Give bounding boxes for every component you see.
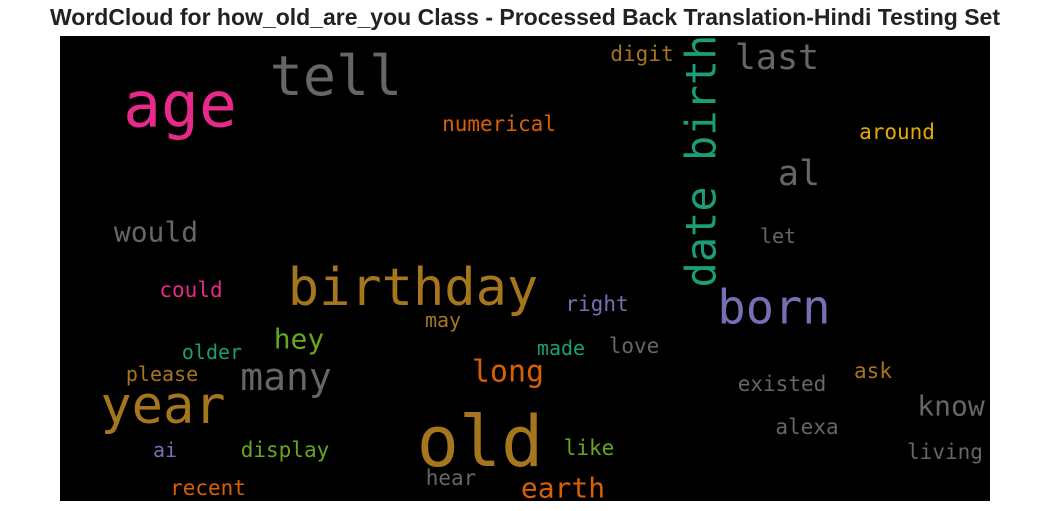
word-made: made [537, 336, 585, 360]
chart-title: WordCloud for how_old_are_you Class - Pr… [49, 4, 1000, 30]
word-age: age [123, 69, 237, 142]
word-please: please [126, 362, 198, 386]
word-ask: ask [854, 359, 892, 383]
word-birthday: birthday [288, 258, 538, 318]
word-year: year [100, 376, 225, 436]
word-digit: digit [610, 42, 673, 66]
word-existed: existed [738, 372, 827, 396]
word-love: love [609, 334, 660, 358]
word-long: long [472, 355, 544, 390]
word-hear: hear [426, 466, 477, 490]
word-display: display [241, 438, 330, 462]
word-earth: earth [521, 472, 605, 502]
word-may: may [425, 308, 461, 332]
word-numerical: numerical [442, 112, 556, 136]
word-hey: hey [274, 323, 325, 356]
word-recent: recent [170, 476, 246, 500]
word-last: last [735, 38, 819, 78]
word-would: would [114, 216, 198, 249]
word-right: right [565, 292, 628, 316]
word-like: like [564, 436, 615, 460]
word-older: older [182, 340, 242, 364]
word-many: many [240, 355, 332, 399]
word-tell: tell [270, 44, 402, 108]
word-let: let [760, 224, 796, 248]
word-alexa: alexa [775, 415, 838, 439]
word-date-birth: date birth [677, 36, 726, 287]
word-al: al [778, 154, 820, 194]
word-know: know [917, 390, 985, 423]
word-ai: ai [153, 438, 177, 462]
word-living: living [907, 440, 983, 464]
word-old: old [417, 401, 543, 483]
word-born: born [717, 281, 830, 336]
word-could: could [159, 278, 222, 302]
word-around: around [859, 120, 935, 144]
